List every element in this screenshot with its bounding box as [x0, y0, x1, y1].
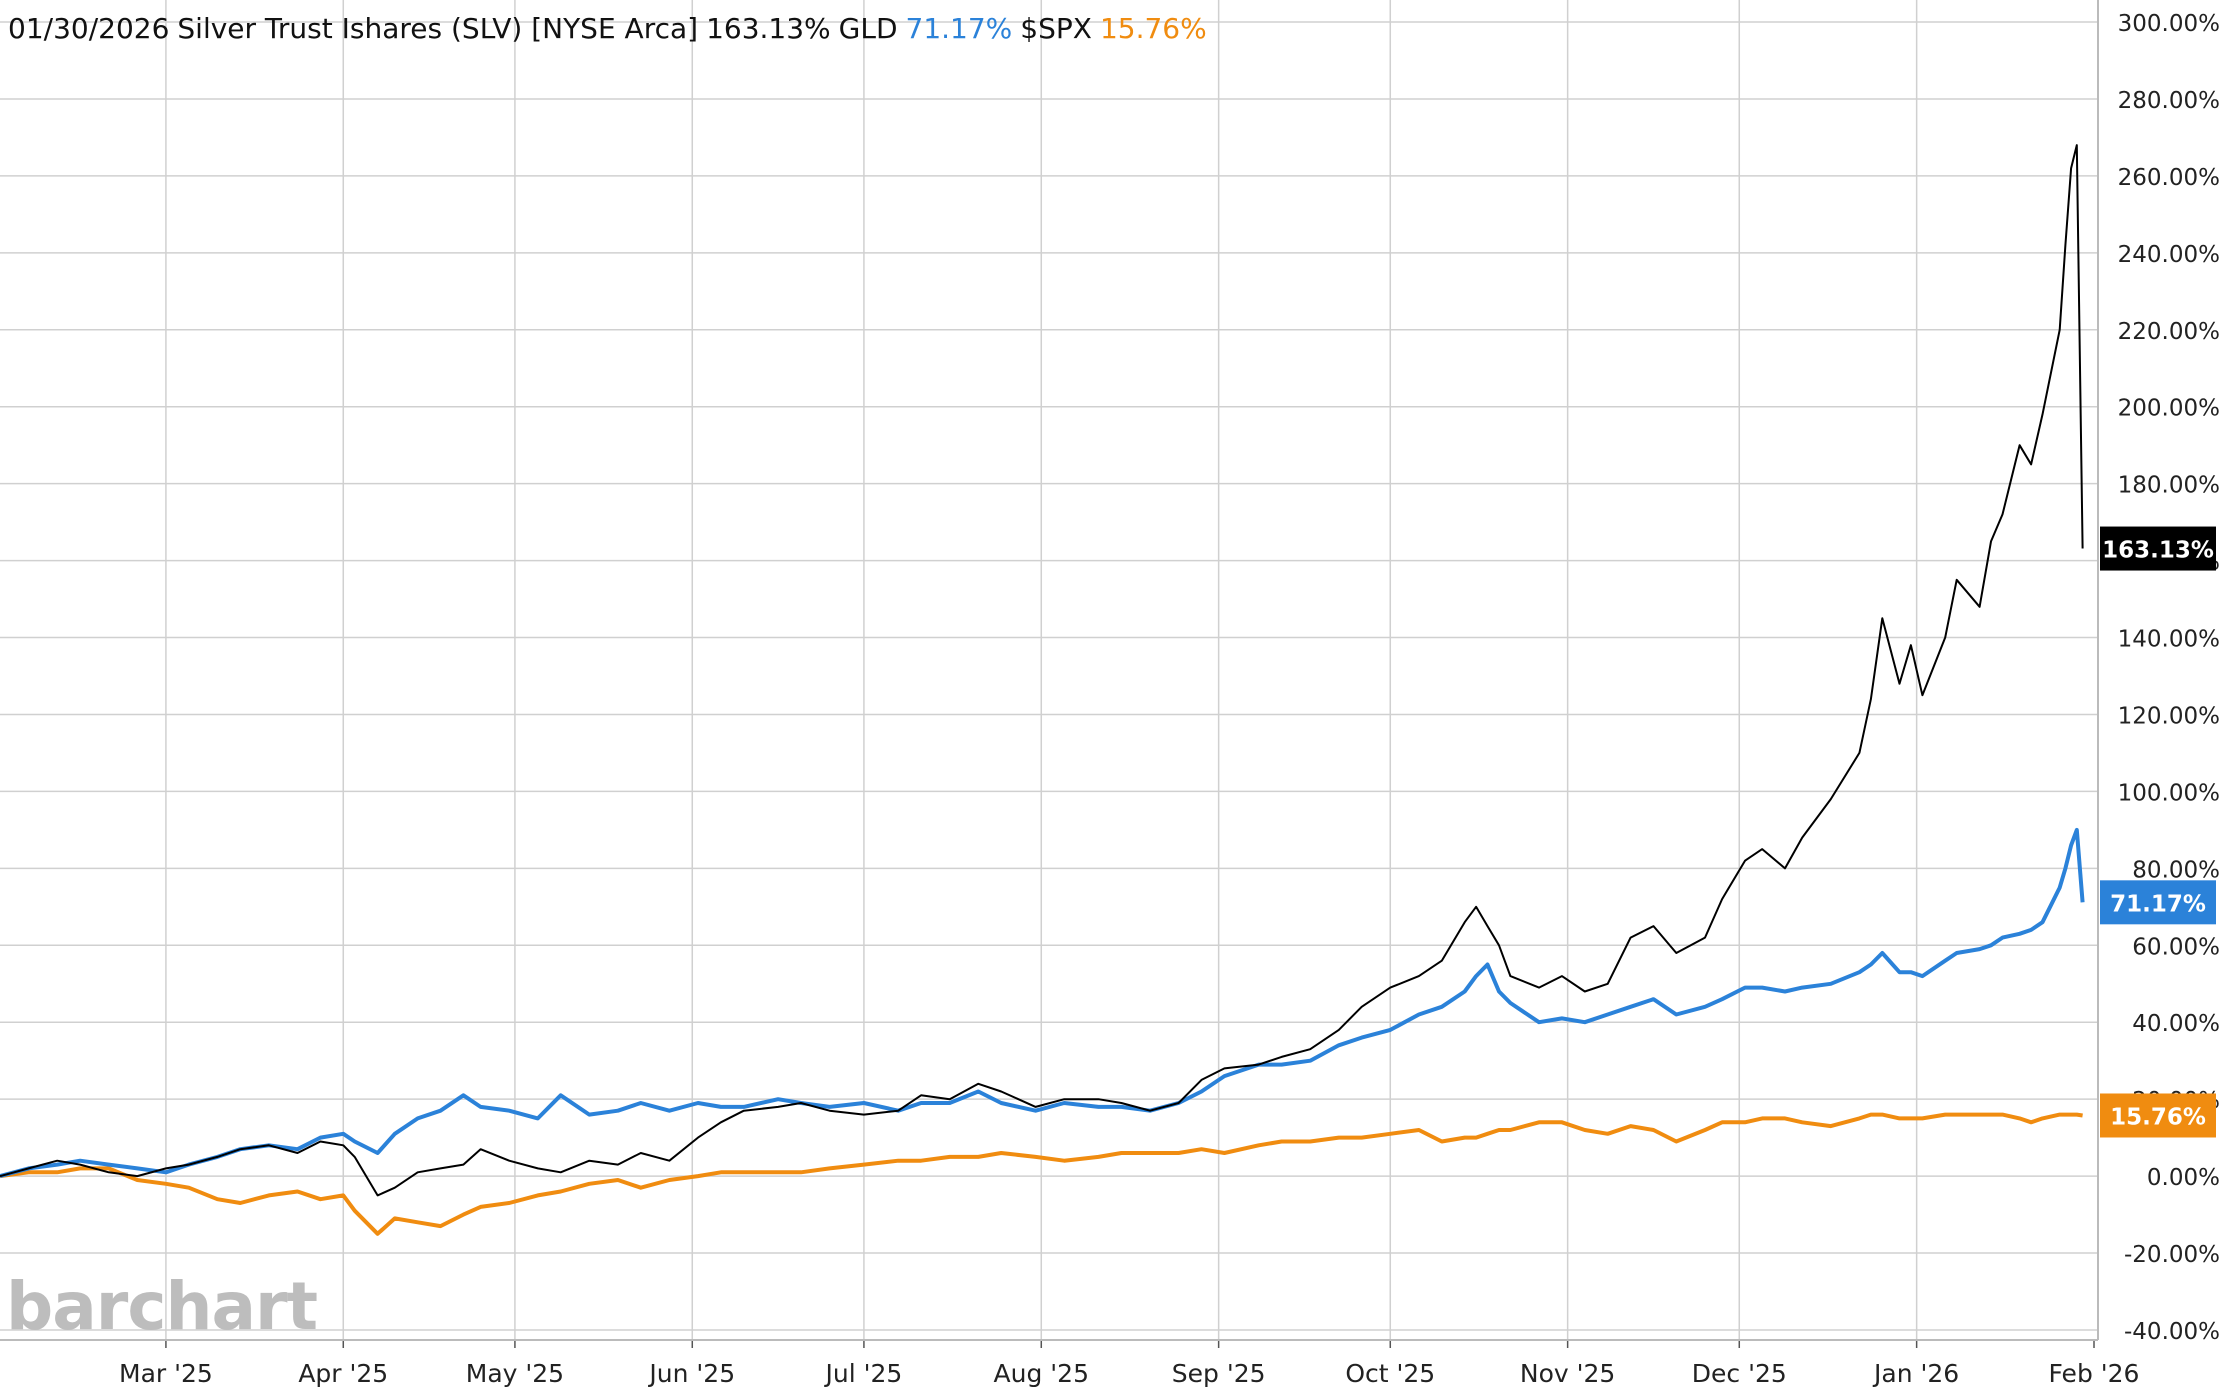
header-comp2-name: $SPX	[1020, 12, 1092, 45]
y-tick-label: 140.00%	[2118, 627, 2220, 653]
x-tick-label: Jan '26	[1872, 1359, 1959, 1388]
y-tick-label: 100.00%	[2118, 780, 2220, 806]
y-tick-label: 280.00%	[2118, 88, 2220, 114]
y-tick-label: 200.00%	[2118, 396, 2220, 422]
x-tick-label: Jun '25	[647, 1359, 735, 1388]
y-tick-label: 120.00%	[2118, 703, 2220, 729]
header-comp2-value: 15.76%	[1099, 12, 1207, 45]
y-tick-label: 220.00%	[2118, 319, 2220, 345]
y-tick-label: 80.00%	[2132, 857, 2220, 883]
y-tick-label: -40.00%	[2124, 1319, 2220, 1345]
y-tick-label: 240.00%	[2118, 242, 2220, 268]
x-tick-label: Dec '25	[1692, 1359, 1787, 1388]
badge-spx-last-bg	[2100, 1093, 2216, 1138]
series-line-spx	[0, 1112, 2083, 1236]
header-date: 01/30/2026	[8, 12, 170, 45]
x-tick-label: Jul '25	[824, 1359, 903, 1388]
series-line-gld	[0, 827, 2085, 1179]
badge-gld-last-label: 71.17%	[2110, 891, 2206, 917]
badge-gld-last-bg	[2100, 880, 2216, 925]
x-tick-label: Oct '25	[1345, 1359, 1435, 1388]
barchart-watermark-logo: barchart	[6, 1268, 318, 1345]
header-symbol-name: Silver Trust Ishares (SLV) [NYSE Arca]	[177, 12, 699, 45]
y-tick-label: 40.00%	[2132, 1011, 2220, 1037]
y-tick-label: 300.00%	[2118, 11, 2220, 37]
y-tick-label: 60.00%	[2132, 934, 2220, 960]
y-tick-label: -20.00%	[2124, 1242, 2220, 1268]
badge-slv-last-bg	[2100, 526, 2216, 571]
header-comp1-value: 71.17%	[905, 12, 1013, 45]
badge-layer: 163.13% 71.17% 15.76%	[2100, 526, 2216, 1138]
series-layer	[0, 144, 2085, 1236]
header-symbol-value: 163.13%	[706, 12, 831, 45]
x-tick-label: Nov '25	[1520, 1359, 1615, 1388]
badge-slv-last-label: 163.13%	[2102, 538, 2214, 564]
x-tick-label: Apr '25	[298, 1359, 388, 1388]
series-line-slv	[0, 144, 2084, 1197]
x-tick-label: May '25	[466, 1359, 564, 1388]
x-tick-label: Aug '25	[994, 1359, 1089, 1388]
badge-spx-last-label: 15.76%	[2110, 1104, 2206, 1130]
y-tick-label: 260.00%	[2118, 165, 2220, 191]
x-tick-label: Feb '26	[2049, 1359, 2140, 1388]
chart-header: 01/30/2026 Silver Trust Ishares (SLV) [NY…	[8, 12, 1215, 45]
y-tick-label: 180.00%	[2118, 473, 2220, 499]
y-tick-label: 0.00%	[2147, 1165, 2220, 1191]
grid-layer	[0, 0, 2098, 1340]
x-tick-label: Mar '25	[119, 1359, 213, 1388]
x-tick-label: Sep '25	[1172, 1359, 1266, 1388]
header-comp1-name: GLD	[838, 12, 898, 45]
